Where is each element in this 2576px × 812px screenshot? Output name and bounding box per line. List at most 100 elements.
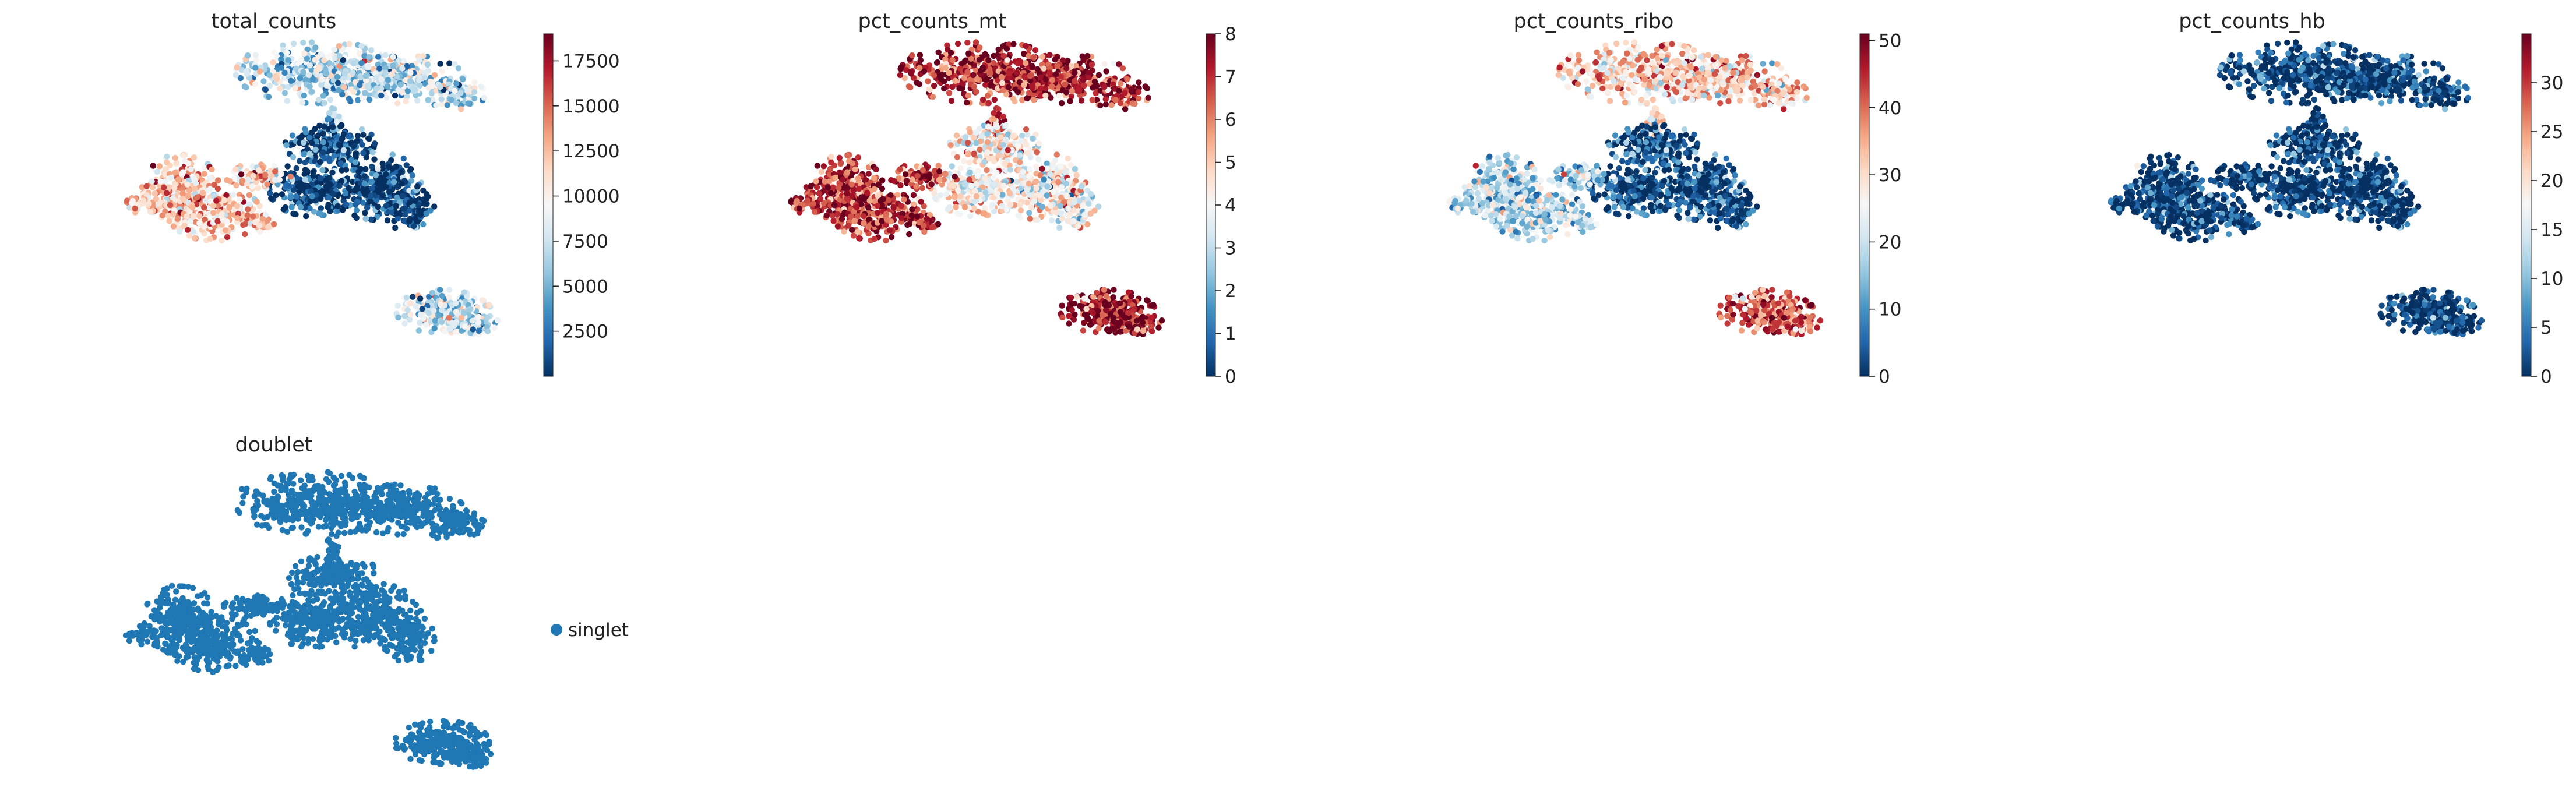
cell-point <box>1023 126 1030 133</box>
cell-point <box>382 52 389 58</box>
cell-point <box>364 62 371 69</box>
cell-point <box>1009 133 1016 140</box>
cell-point <box>329 170 336 176</box>
cell-point <box>346 41 353 47</box>
cell-point <box>323 70 330 76</box>
cell-point <box>361 90 368 96</box>
cell-point <box>936 176 943 183</box>
cell-point <box>1135 95 1142 102</box>
cell-point <box>392 92 399 99</box>
cell-point <box>175 176 182 183</box>
cell-point <box>1058 100 1065 107</box>
cell-point <box>984 149 991 156</box>
cell-point <box>965 151 971 158</box>
cell-point <box>163 165 170 172</box>
cell-point <box>1066 313 1072 319</box>
cell-point <box>1017 202 1023 208</box>
cell-point <box>246 192 253 199</box>
cell-point <box>432 317 438 324</box>
cell-point <box>452 87 458 94</box>
cell-point <box>1000 183 1007 189</box>
cell-point <box>288 204 295 210</box>
cell-point <box>989 155 996 161</box>
cell-point <box>151 190 158 197</box>
cell-point <box>965 92 972 99</box>
cell-point <box>1059 87 1066 93</box>
colorbar-tick-label: 17500 <box>562 51 620 72</box>
cell-point <box>961 181 968 188</box>
cell-point <box>817 196 824 202</box>
cell-point <box>232 72 239 79</box>
cell-point <box>318 205 324 211</box>
cell-point <box>423 191 430 197</box>
cell-point <box>953 204 959 210</box>
cell-point <box>393 203 399 209</box>
cell-point <box>1032 216 1039 223</box>
cell-point <box>237 75 244 82</box>
cell-point <box>272 168 279 175</box>
cell-point <box>818 168 825 175</box>
cell-point <box>479 297 486 303</box>
cell-point <box>1101 61 1108 67</box>
cell-point <box>390 179 397 185</box>
cell-point <box>849 193 855 199</box>
cell-point <box>1081 295 1088 302</box>
cell-point <box>286 183 293 189</box>
cell-point <box>822 178 828 185</box>
cell-point <box>888 234 895 241</box>
cell-point <box>329 124 336 130</box>
cell-point <box>1042 92 1049 99</box>
cell-point <box>337 160 344 167</box>
cell-point <box>957 211 963 218</box>
cell-point <box>851 218 858 224</box>
cell-point <box>909 206 915 213</box>
cell-point <box>1035 156 1042 163</box>
cell-point <box>362 165 369 172</box>
cell-point <box>421 69 428 76</box>
cell-point <box>401 320 408 327</box>
cell-point <box>836 185 842 191</box>
cell-point <box>898 203 905 209</box>
cell-point <box>928 181 935 188</box>
cell-point <box>353 202 359 208</box>
cell-point <box>1041 176 1047 183</box>
cell-point <box>401 206 407 212</box>
cell-point <box>844 169 851 175</box>
cell-point <box>406 218 413 225</box>
cell-point <box>471 79 478 86</box>
cell-point <box>317 210 323 217</box>
cell-point <box>878 197 884 204</box>
cell-point <box>916 81 923 87</box>
cell-point <box>150 163 156 169</box>
cell-point <box>973 89 979 95</box>
cell-point <box>174 216 181 223</box>
cell-point <box>1030 54 1037 61</box>
cell-point <box>1095 72 1102 79</box>
cell-point <box>278 65 285 72</box>
cell-point <box>953 132 960 139</box>
cell-point <box>1006 70 1013 77</box>
cell-point <box>353 207 360 214</box>
cell-point <box>1021 82 1027 89</box>
cell-point <box>272 73 279 80</box>
cell-point <box>378 92 385 99</box>
cell-point <box>976 57 983 63</box>
cell-point <box>902 171 909 178</box>
cell-point <box>393 210 400 217</box>
cell-point <box>404 63 410 70</box>
cell-point <box>1024 132 1031 138</box>
cell-point <box>362 210 368 216</box>
cell-point <box>321 100 327 106</box>
cell-point <box>794 197 800 204</box>
cell-point <box>879 177 886 183</box>
cell-point <box>220 216 226 223</box>
cell-point <box>358 43 365 50</box>
cell-point <box>358 60 365 66</box>
cell-point <box>189 204 196 210</box>
cell-point <box>919 185 926 192</box>
cell-point <box>874 210 881 216</box>
cell-point <box>249 183 255 190</box>
cell-point <box>967 129 974 136</box>
cell-point <box>357 82 363 89</box>
cell-point <box>306 134 313 141</box>
